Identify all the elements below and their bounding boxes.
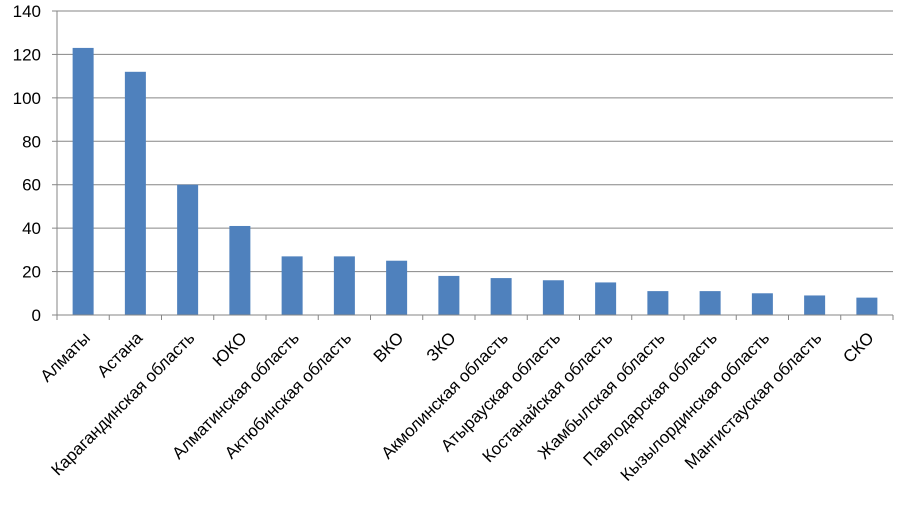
bar [804,295,826,315]
bar [490,278,512,315]
bar [386,260,408,315]
bar [595,282,617,315]
bar [72,47,94,316]
y-tick-label: 20 [22,263,41,282]
x-category-label: ЮКО [209,328,251,370]
bars [72,47,878,316]
x-category-label: Астана [93,328,146,381]
bar [856,297,878,315]
y-tick-label: 140 [13,2,41,21]
x-category-label: ВКО [370,328,408,366]
y-tick-label: 120 [13,45,41,64]
x-category-label: СКО [839,328,877,366]
y-axis: 0 20 40 60 80 100 120 140 [13,2,58,325]
x-category-label: ЗКО [423,328,460,365]
bar [751,293,773,315]
y-tick-label: 0 [32,306,41,325]
bar [229,225,251,315]
bar [647,291,669,315]
bar [281,256,303,315]
bar [438,275,460,315]
y-tick-label: 80 [22,132,41,151]
y-tick-label: 60 [22,176,41,195]
y-tick-label: 100 [13,89,41,108]
y-tick-label: 40 [22,219,41,238]
bar [542,280,564,315]
bar [333,256,355,315]
bar [699,291,721,315]
bar [124,71,146,315]
bar [177,184,199,315]
x-category-label: Алматы [37,328,94,385]
